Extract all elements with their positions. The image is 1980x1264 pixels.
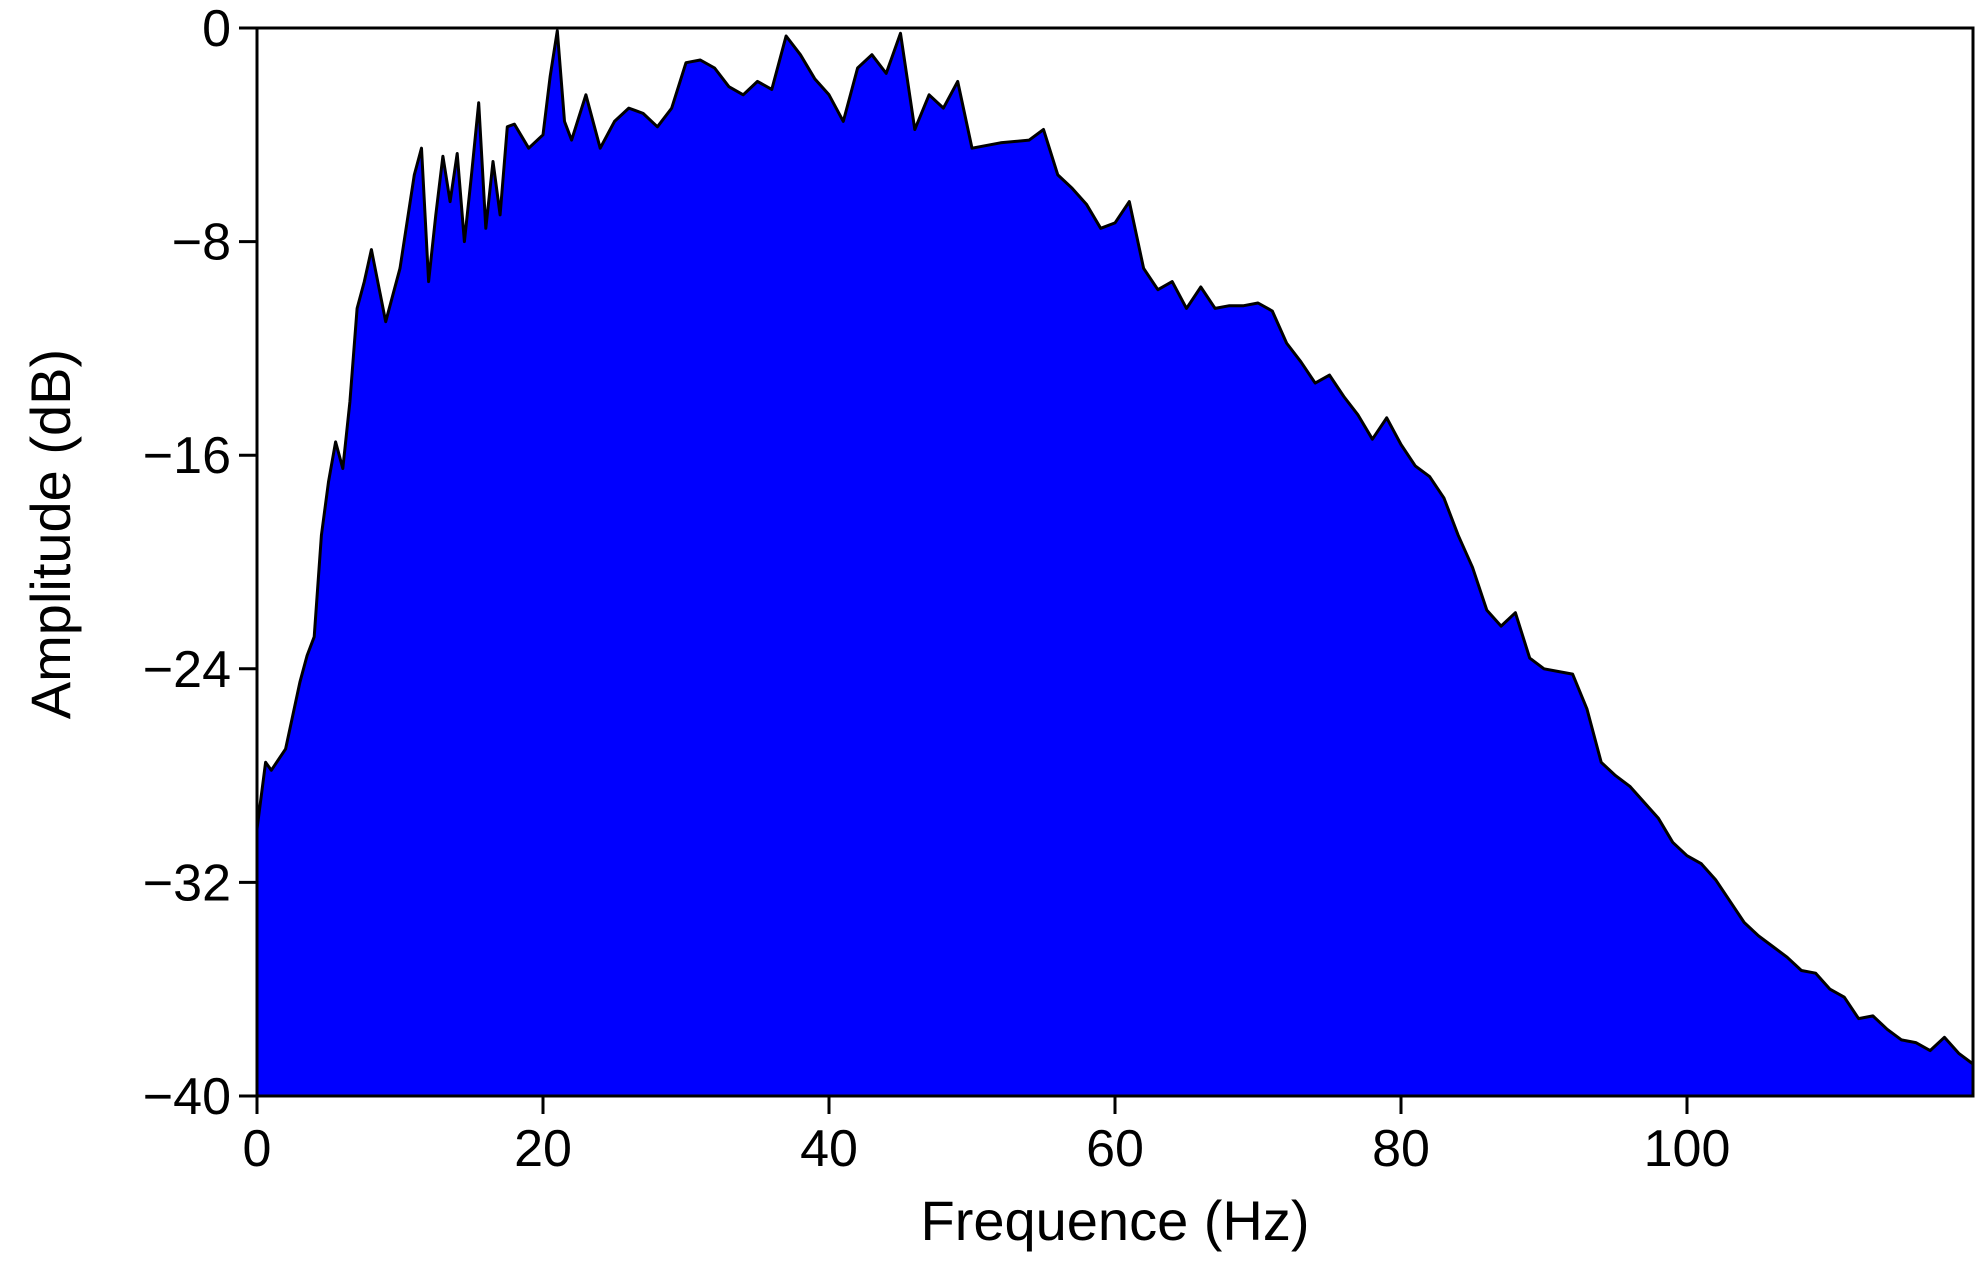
y-tick-label: −40 xyxy=(143,1068,231,1126)
x-tick-label: 40 xyxy=(800,1120,858,1178)
x-tick-label: 80 xyxy=(1372,1120,1430,1178)
x-tick-label: 100 xyxy=(1644,1120,1731,1178)
y-tick-label: −32 xyxy=(143,854,231,912)
spectrum-area xyxy=(257,30,1973,1097)
y-axis-title: Amplitude (dB) xyxy=(19,349,82,719)
y-tick-label: 0 xyxy=(202,0,231,58)
spectrum-line xyxy=(255,29,1974,1066)
x-tick-label: 0 xyxy=(243,1120,272,1178)
y-tick-label: −24 xyxy=(143,641,231,699)
y-tick-label: −16 xyxy=(143,427,231,485)
axes: 0 20 40 60 80 100 0 −8 −16 −24 −32 −40 xyxy=(143,0,1975,1178)
x-tick-label: 60 xyxy=(1086,1120,1144,1178)
x-axis-title: Frequence (Hz) xyxy=(920,1189,1309,1252)
y-tick-label: −8 xyxy=(172,214,231,272)
x-tick-label: 20 xyxy=(514,1120,572,1178)
plot-area xyxy=(255,29,1974,1097)
